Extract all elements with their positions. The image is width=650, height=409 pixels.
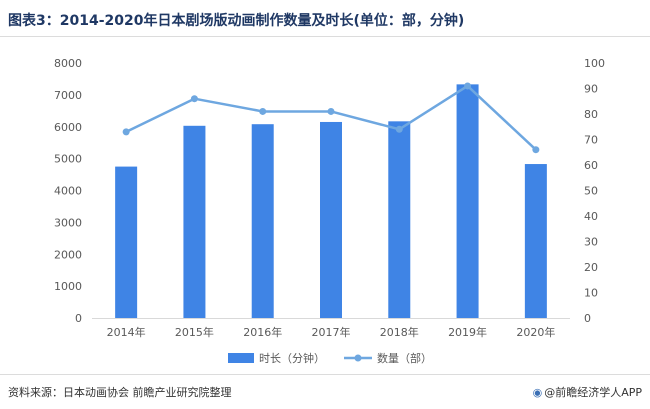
legend-line-marker (354, 354, 362, 362)
y-left-tick-label: 2000 (54, 248, 82, 261)
y-right-tick-label: 10 (584, 287, 598, 300)
bar-2 (251, 124, 274, 318)
legend-bar-swatch (228, 353, 254, 363)
y-right-tick-label: 70 (584, 134, 598, 147)
y-axis-right: 0 10 20 30 40 50 60 70 80 90 100 (584, 57, 605, 325)
title-divider (0, 36, 650, 37)
bar-series (115, 84, 547, 318)
y-left-tick-label: 6000 (54, 121, 82, 134)
y-left-tick-label: 4000 (54, 185, 82, 198)
bar-6 (524, 164, 547, 318)
y-right-tick-label: 90 (584, 83, 598, 96)
legend: 时长（分钟） 数量（部） (228, 351, 432, 365)
y-left-tick-label: 8000 (54, 57, 82, 70)
bar-5 (456, 84, 479, 318)
line-point-5 (464, 82, 472, 90)
line-point-3 (327, 107, 335, 115)
source-note: 资料来源：日本动画协会 前瞻产业研究院整理 (8, 386, 232, 399)
y-left-tick-label: 5000 (54, 153, 82, 166)
y-left-tick-label: 0 (75, 312, 82, 325)
legend-bar-label: 时长（分钟） (259, 351, 325, 365)
x-axis: 2014年 2015年 2016年 2017年 2018年 2019年 2020年 (92, 318, 570, 339)
brand-icon: ◉ (532, 386, 543, 399)
y-right-tick-label: 80 (584, 108, 598, 121)
footer: 资料来源：日本动画协会 前瞻产业研究院整理 ◉ @前瞻经济学人APP (0, 374, 650, 409)
x-tick-label: 2019年 (448, 325, 487, 339)
line-point-6 (532, 146, 540, 154)
x-tick-label: 2020年 (516, 325, 555, 339)
y-right-tick-label: 60 (584, 159, 598, 172)
y-right-tick-label: 0 (584, 312, 591, 325)
bar-0 (115, 166, 138, 318)
y-left-tick-label: 3000 (54, 216, 82, 229)
y-right-tick-label: 40 (584, 210, 598, 223)
brand-text: @前瞻经济学人APP (544, 386, 642, 399)
brand-credit: ◉ @前瞻经济学人APP (533, 384, 642, 400)
chart-canvas: 2014年 2015年 2016年 2017年 2018年 2019年 2020年 0100… (54, 57, 605, 365)
line-point-0 (122, 128, 130, 136)
y-right-tick-label: 50 (584, 185, 598, 198)
y-left-tick-label: 7000 (54, 89, 82, 102)
bar-3 (320, 121, 342, 318)
line-series (122, 82, 540, 154)
y-right-tick-label: 30 (584, 236, 598, 249)
line-point-4 (395, 125, 403, 133)
x-tick-label: 2017年 (312, 325, 351, 339)
x-tick-label: 2016年 (243, 325, 282, 339)
legend-line-label: 数量（部） (377, 351, 432, 365)
y-right-tick-label: 20 (584, 261, 598, 274)
y-left-tick-label: 1000 (54, 280, 82, 293)
bar-4 (388, 121, 411, 318)
y-right-tick-label: 100 (584, 57, 605, 70)
y-axis-left: 0 1000 2000 3000 4000 5000 6000 7000 8000 (54, 57, 82, 325)
line-point-1 (190, 95, 198, 103)
chart-title: 图表3：2014-2020年日本剧场版动画制作数量及时长(单位：部，分钟) (8, 13, 465, 29)
x-tick-label: 2015年 (175, 325, 214, 339)
x-tick-label: 2018年 (380, 325, 419, 339)
line-point-2 (259, 107, 267, 115)
bar-1 (183, 125, 206, 318)
x-tick-label: 2014年 (107, 325, 146, 339)
